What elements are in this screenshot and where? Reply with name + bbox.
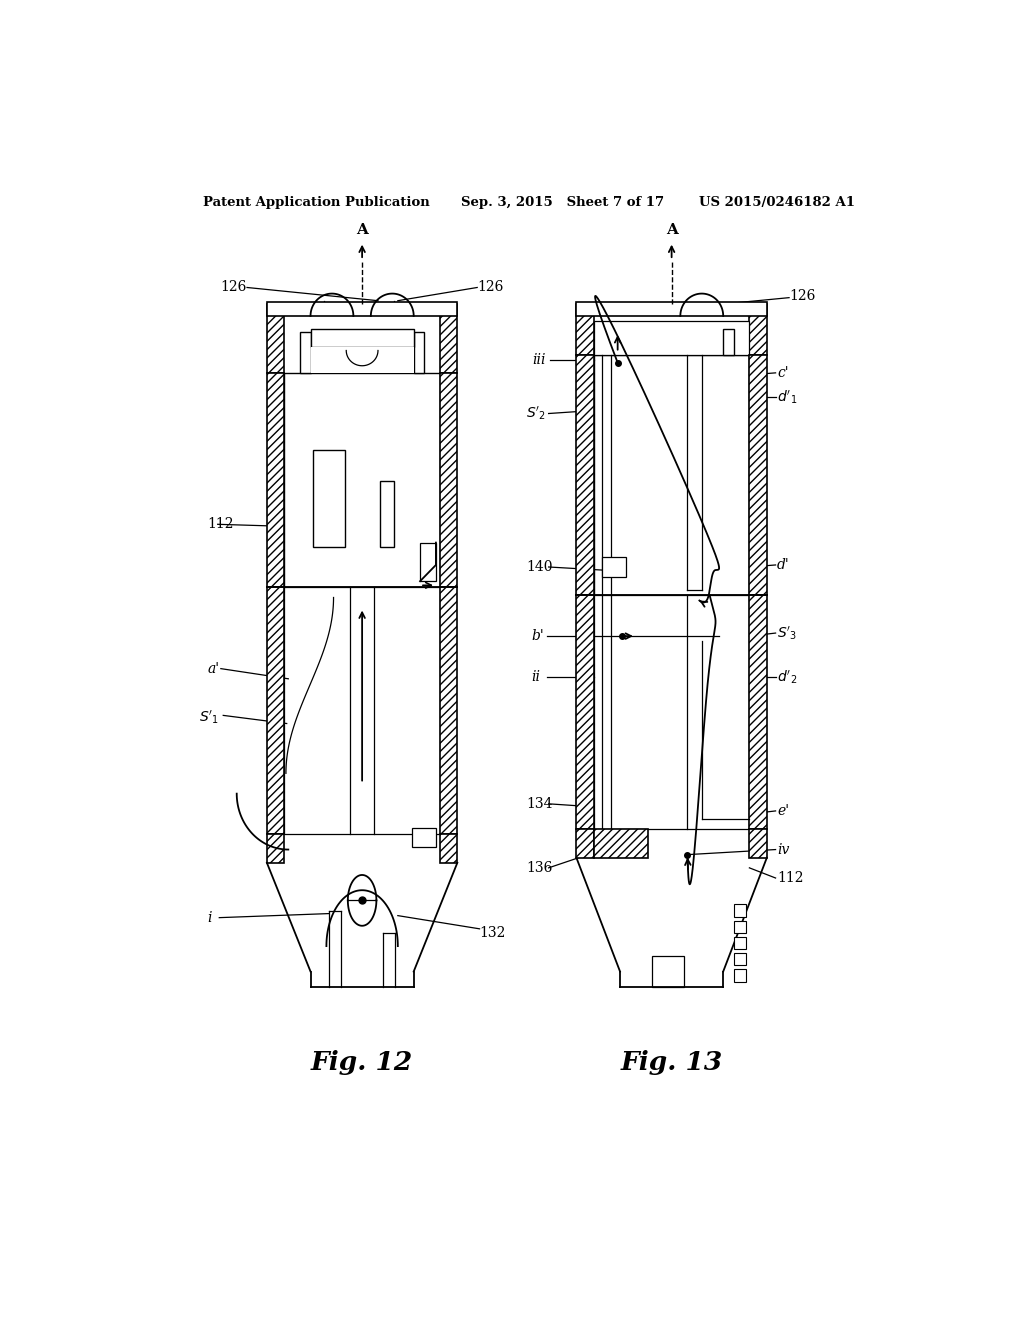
Bar (414, 333, 424, 372)
Text: iv: iv (777, 842, 790, 857)
Bar (440, 587, 458, 834)
Text: Sep. 3, 2015   Sheet 7 of 17: Sep. 3, 2015 Sheet 7 of 17 (461, 195, 665, 209)
Bar (733, 953, 746, 965)
Text: iii: iii (532, 352, 546, 367)
Text: A: A (666, 223, 678, 236)
Bar (594, 355, 750, 595)
Bar (267, 304, 285, 372)
Bar (267, 302, 458, 315)
Text: 126: 126 (790, 289, 815, 302)
Text: Fig. 13: Fig. 13 (621, 1051, 723, 1076)
Text: a': a' (207, 661, 219, 676)
Bar (310, 329, 414, 347)
Bar (577, 829, 594, 858)
Bar (440, 304, 458, 372)
Text: 112: 112 (777, 871, 804, 884)
Text: US 2015/0246182 A1: US 2015/0246182 A1 (699, 195, 855, 209)
Text: $S'_2$: $S'_2$ (526, 405, 547, 422)
Text: 136: 136 (526, 861, 553, 875)
Bar (380, 480, 394, 546)
Text: 126: 126 (477, 280, 504, 294)
Text: b': b' (531, 630, 544, 643)
Bar (733, 969, 746, 982)
Text: $d'_2$: $d'_2$ (777, 668, 798, 685)
Text: d': d' (777, 558, 790, 572)
Text: 112: 112 (207, 517, 233, 532)
Bar (594, 595, 750, 829)
Text: 126: 126 (220, 280, 247, 294)
Bar (733, 921, 746, 933)
Text: i: i (207, 911, 212, 924)
Bar (440, 372, 458, 587)
Bar (440, 834, 458, 863)
Bar (594, 321, 750, 355)
Text: $d'_1$: $d'_1$ (777, 388, 798, 407)
Bar (577, 304, 594, 355)
Text: 132: 132 (479, 925, 506, 940)
Bar (594, 829, 648, 858)
Bar (285, 372, 440, 587)
Text: 134: 134 (526, 797, 553, 810)
Bar (652, 956, 684, 987)
Bar (577, 302, 767, 315)
Bar (267, 372, 285, 587)
Text: A: A (356, 223, 368, 236)
Bar (577, 355, 594, 595)
Text: Patent Application Publication: Patent Application Publication (204, 195, 430, 209)
Bar (750, 595, 767, 829)
Text: $S'_3$: $S'_3$ (777, 624, 798, 642)
Bar (267, 834, 285, 863)
Bar (420, 543, 436, 581)
Bar (310, 347, 414, 372)
Bar (577, 595, 594, 829)
Bar (733, 904, 746, 916)
Bar (733, 937, 746, 949)
Bar (750, 304, 767, 355)
Text: $S'_1$: $S'_1$ (200, 709, 219, 726)
Bar (267, 587, 285, 834)
Bar (723, 329, 733, 355)
Bar (412, 828, 436, 846)
Text: ii: ii (531, 669, 540, 684)
Bar (313, 450, 345, 546)
Text: Fig. 12: Fig. 12 (311, 1051, 414, 1076)
Text: e': e' (777, 804, 790, 818)
Text: c': c' (777, 366, 788, 380)
Bar (285, 587, 440, 834)
Text: 140: 140 (526, 560, 553, 574)
Bar (300, 333, 310, 372)
Bar (750, 829, 767, 858)
Bar (750, 355, 767, 595)
Bar (602, 557, 626, 577)
